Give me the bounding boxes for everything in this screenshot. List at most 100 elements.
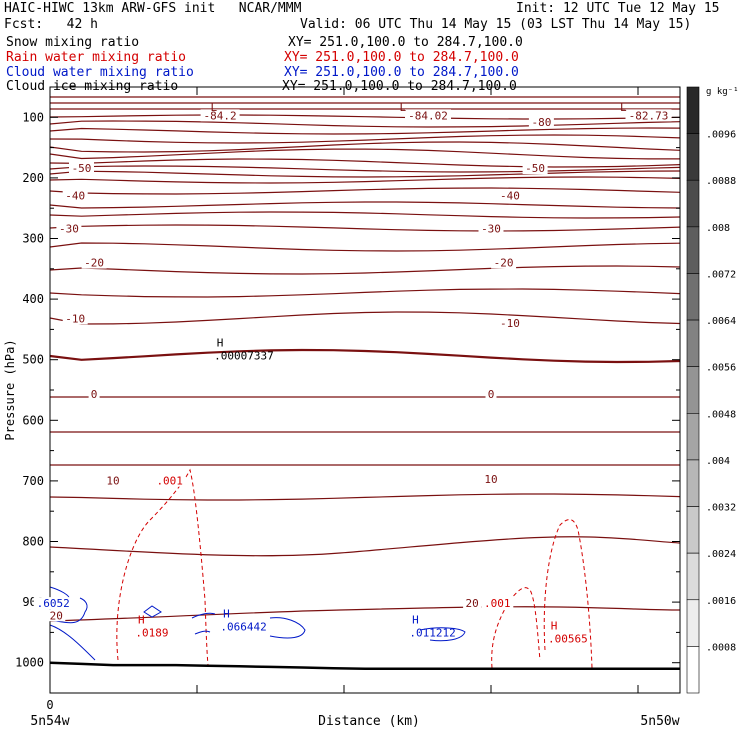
temperature-label-bg <box>104 474 122 487</box>
temperature-label-bg <box>497 317 523 330</box>
temperature-label: 0 <box>488 388 495 401</box>
temperature-isoline <box>49 187 681 195</box>
temperature-label-bg <box>88 388 100 401</box>
temperature-isoline <box>49 493 681 501</box>
temperature-isoline <box>49 176 681 184</box>
temperature-isoline <box>49 536 681 557</box>
init-time: Init: 12 UTC Tue 12 May 15 <box>516 1 720 16</box>
y-tick-label: 400 <box>22 292 44 306</box>
temperature-label-bg <box>478 222 504 235</box>
temperature-label-bg <box>497 189 523 202</box>
temperature-isoline <box>49 211 681 219</box>
rain-water-max-marker: H <box>551 619 558 632</box>
colorbar-segment <box>686 366 700 414</box>
temperature-label-bg <box>491 256 517 269</box>
temperature-isoline <box>49 348 681 364</box>
colorbar-tick-label: .0096 <box>706 130 736 141</box>
temperature-isoline <box>49 120 681 128</box>
temperature-isoline <box>49 242 681 252</box>
x-tick-label: 0 <box>46 698 53 712</box>
temperature-label: -30 <box>59 223 79 236</box>
temperature-label-bg <box>47 609 66 622</box>
temperature-isoline <box>49 158 681 168</box>
temperature-label-bg <box>405 109 451 122</box>
temperature-isoline <box>49 288 681 298</box>
temperature-label-bg <box>56 222 82 235</box>
temperature-label: 10 <box>106 475 119 488</box>
temperature-label-bg <box>522 162 548 175</box>
colorbar-tick-label: .0016 <box>706 596 736 607</box>
temperature-label: -20 <box>84 257 104 270</box>
temperature-isoline <box>49 127 681 135</box>
colorbar-tick-label: .0064 <box>706 316 736 327</box>
terrain-line <box>49 661 680 671</box>
temperature-label: 20 <box>465 597 478 610</box>
field-snow-xy: XY= 251.0,100.0 to 284.7,100.0 <box>288 35 523 50</box>
colorbar-tick-label: .0032 <box>706 503 736 514</box>
temperature-label: 10 <box>484 473 497 486</box>
colorbar-tick-label: .0048 <box>706 409 736 420</box>
cloud-water-contour <box>49 624 96 661</box>
colorbar-segment <box>686 459 700 507</box>
temperature-isoline <box>49 134 681 144</box>
colorbar-segment <box>686 552 700 601</box>
x-axis-label: Distance (km) <box>318 714 420 729</box>
colorbar-tick-label: .004 <box>706 456 730 467</box>
colorbar-tick-label: .0056 <box>706 363 736 374</box>
rain-water-label: .001 <box>156 475 183 488</box>
temperature-isoline <box>49 201 681 209</box>
temperature-isoline <box>49 170 681 178</box>
temperature-label-bg <box>528 115 554 128</box>
colorbar-segment <box>686 599 700 647</box>
cloud-water-max-marker: H <box>412 613 419 626</box>
y-tick-label: 500 <box>22 353 44 367</box>
temperature-isoline <box>49 224 681 232</box>
temperature-label-bg <box>81 256 107 269</box>
temperature-label: -50 <box>525 162 545 175</box>
cloud-ice-max-value: .00007337 <box>214 349 274 362</box>
colorbar-segment <box>686 226 700 274</box>
x-end-label-left: 5n54w <box>30 714 69 729</box>
colorbar-tick-label: .0088 <box>706 176 736 187</box>
temperature-label: -84.02 <box>408 109 448 122</box>
y-tick-label: 800 <box>22 535 44 549</box>
y-tick-label: 600 <box>22 413 44 427</box>
temperature-label: -30 <box>481 223 501 236</box>
temperature-label: -40 <box>65 189 85 202</box>
cloud-water-max-value: .011212 <box>409 626 455 639</box>
field-rain-xy: XY= 251.0,100.0 to 284.7,100.0 <box>284 50 519 65</box>
rain-water-label: .001 <box>484 597 511 610</box>
valid-time: Valid: 06 UTC Thu 14 May 15 (03 LST Thu … <box>300 17 692 32</box>
x-end-label-right: 5n50w <box>640 714 679 729</box>
temperature-label: -80 <box>531 116 551 129</box>
y-tick-label: 100 <box>22 110 44 124</box>
colorbar-segment <box>686 273 700 321</box>
temperature-label-bg <box>625 109 672 122</box>
temperature-label: -50 <box>72 162 92 175</box>
rain-water-max-value: .0189 <box>135 626 168 639</box>
cloud-water-label-bg <box>33 597 73 610</box>
y-tick-label: 200 <box>22 171 44 185</box>
field-cloudwater-name: Cloud water mixing ratio <box>6 65 194 80</box>
temperature-isoline <box>49 165 681 173</box>
rain-water-contour <box>543 519 593 669</box>
cloud-water-max-marker: H <box>223 607 230 620</box>
temperature-isoline <box>49 265 681 275</box>
temperature-label: 0 <box>91 388 98 401</box>
model-title: HAIC-HIWC 13km ARW-GFS init NCAR/MMM <box>4 1 302 16</box>
temperature-label: -20 <box>494 257 514 270</box>
temperature-label-bg <box>200 109 240 122</box>
temperature-isoline <box>49 148 680 160</box>
cloud-water-contour <box>191 612 216 635</box>
rain-water-max-marker: H <box>138 613 145 626</box>
temperature-isoline <box>49 606 681 622</box>
cloud-water-label: .6052 <box>37 597 70 610</box>
temperature-isoline <box>49 114 681 120</box>
cloud-water-contour <box>419 627 466 642</box>
colorbar-segment <box>686 179 700 228</box>
rain-water-label-bg <box>481 597 514 610</box>
colorbar-segment <box>686 413 700 461</box>
rain-water-contour <box>491 587 541 669</box>
temperature-low-marker: L <box>620 101 627 114</box>
field-snow-name: Snow mixing ratio <box>6 35 140 50</box>
